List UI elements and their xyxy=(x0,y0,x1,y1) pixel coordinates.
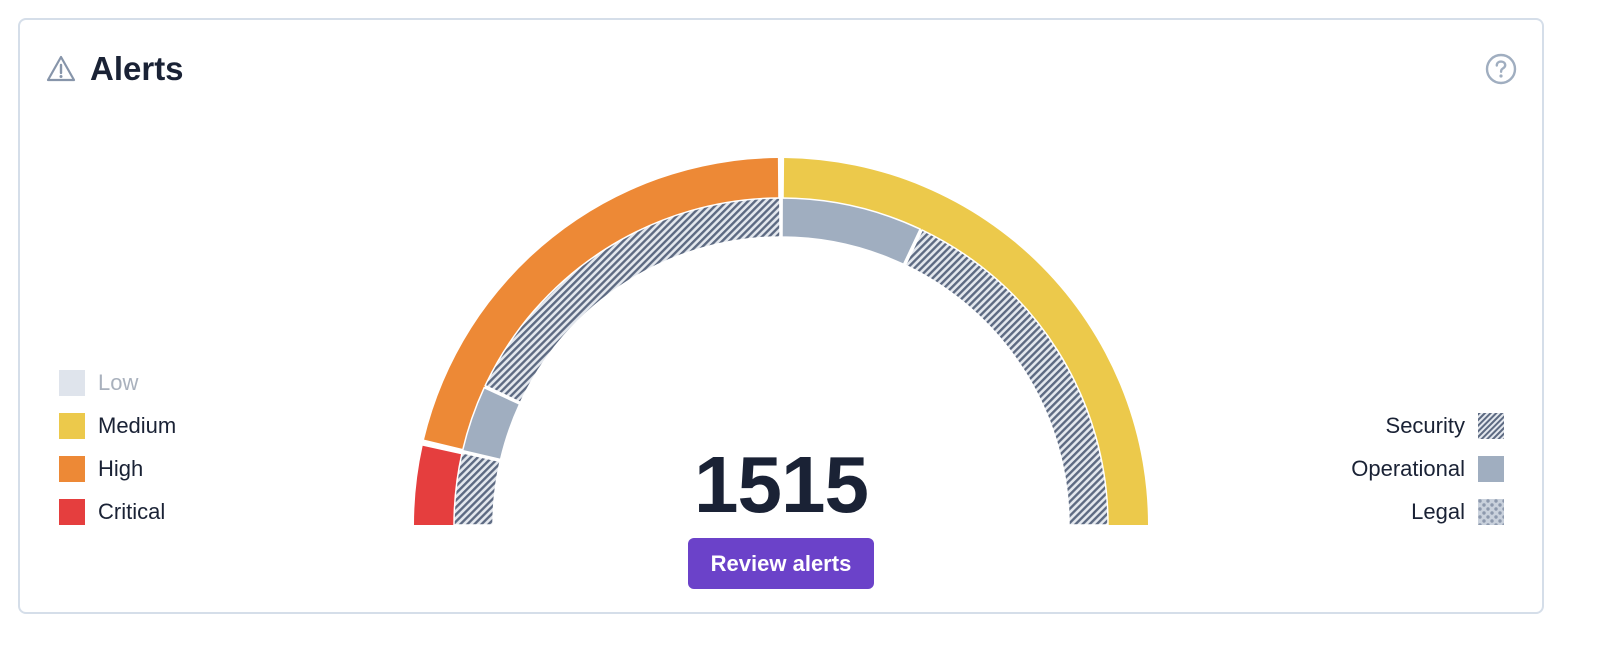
legend-label-legal: Legal xyxy=(1411,498,1465,524)
legend-swatch-critical xyxy=(59,498,85,525)
legend-label-security: Security xyxy=(1385,412,1465,438)
legend-label-critical: Critical xyxy=(98,498,166,524)
legend-label-medium: Medium xyxy=(98,412,177,438)
gauge-inner-segment-operational-3[interactable] xyxy=(781,197,922,266)
gauge-inner-segment-security-0[interactable] xyxy=(453,451,502,526)
gauge-inner-segment-operational-1[interactable] xyxy=(461,386,521,461)
review-alerts-button[interactable]: Review alerts xyxy=(688,538,874,589)
legend-swatch-low xyxy=(59,369,85,396)
gauge-inner-segment-security-2[interactable] xyxy=(484,197,781,404)
legend-item-high[interactable]: High xyxy=(59,447,176,490)
legend-swatch-operational xyxy=(1478,455,1504,482)
legend-item-critical[interactable]: Critical xyxy=(59,490,176,533)
warning-triangle-icon xyxy=(46,55,76,82)
gauge-outer-segment-critical-0[interactable] xyxy=(414,445,462,525)
legend-swatch-legal xyxy=(1478,498,1504,525)
alerts-total: 1515 xyxy=(694,440,869,529)
legend-item-low[interactable]: Low xyxy=(59,361,176,404)
gauge-inner-segment-security-4[interactable] xyxy=(904,229,1109,526)
type-legend: Security Operational Legal xyxy=(1351,404,1504,533)
widget-title: Alerts xyxy=(90,50,184,87)
severity-legend: Low Medium High Critical xyxy=(59,361,176,533)
legend-item-medium[interactable]: Medium xyxy=(59,404,176,447)
gauge-outer-segment-medium-2[interactable] xyxy=(783,158,1148,526)
legend-swatch-medium xyxy=(59,412,85,439)
legend-label-operational: Operational xyxy=(1351,455,1465,481)
legend-label-high: High xyxy=(98,455,144,481)
legend-item-security[interactable]: Security xyxy=(1351,404,1504,447)
legend-item-legal[interactable]: Legal xyxy=(1351,490,1504,533)
legend-item-operational[interactable]: Operational xyxy=(1351,447,1504,490)
legend-swatch-high xyxy=(59,455,85,482)
legend-label-low: Low xyxy=(98,369,139,395)
gauge-outer-segment-high-1[interactable] xyxy=(424,158,779,449)
legend-swatch-security xyxy=(1478,412,1504,439)
help-circle-icon[interactable] xyxy=(1484,52,1518,86)
alerts-card xyxy=(18,18,1544,614)
